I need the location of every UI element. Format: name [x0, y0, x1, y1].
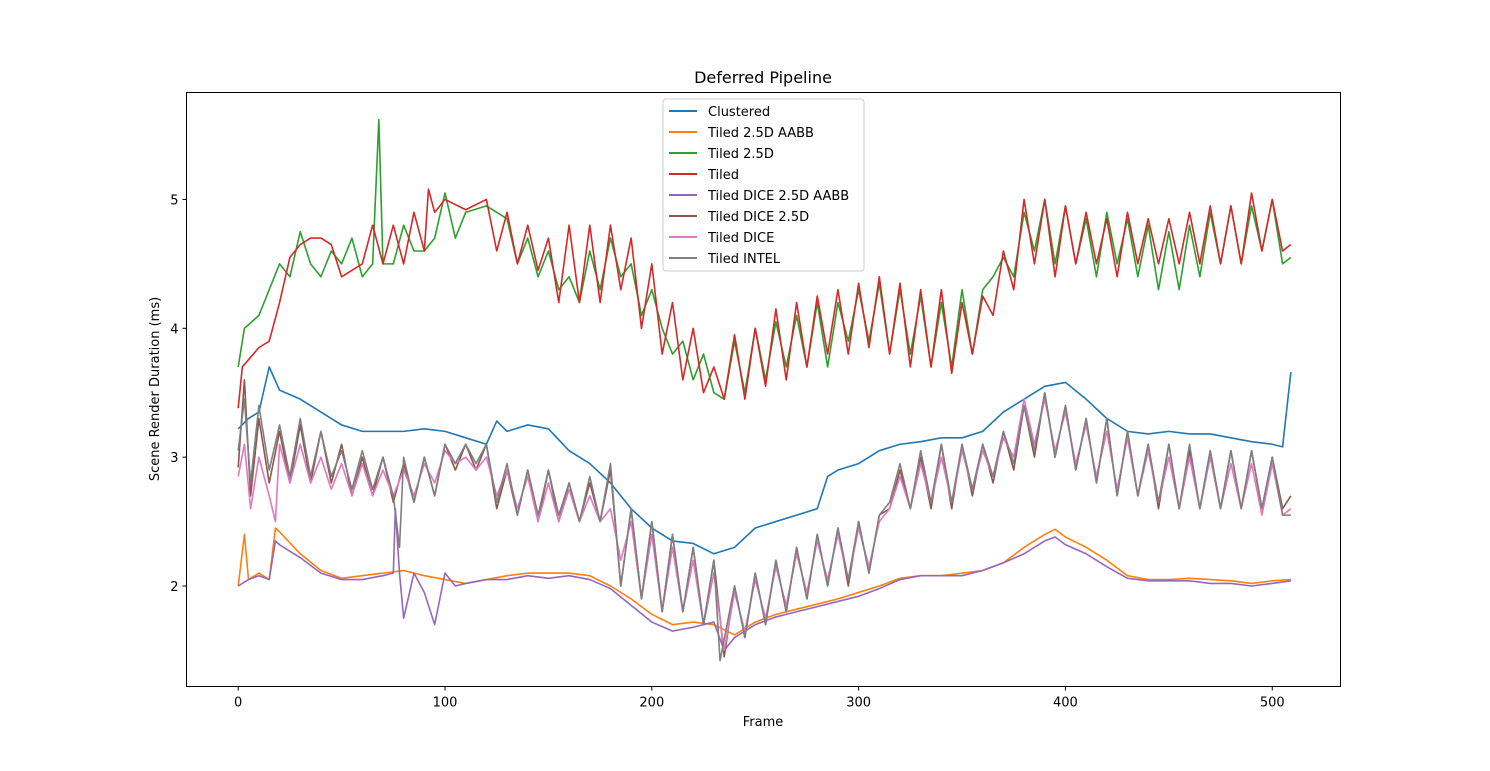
y-axis-title: Scene Render Duration (ms): [148, 297, 163, 481]
legend-label: Tiled DICE: [707, 231, 774, 246]
series-line-7: [237, 391, 1291, 662]
x-tick-label: 300: [846, 696, 871, 711]
x-tick-label: 500: [1260, 696, 1285, 711]
x-tick-label: 200: [639, 696, 664, 711]
legend-label: Clustered: [708, 105, 770, 120]
series-line-1: [237, 527, 1291, 636]
legend: Clustered Tiled 2.5D AABB Tiled 2.5D Tiled T…: [662, 98, 865, 272]
x-axis-title: Frame: [743, 715, 784, 730]
x-tick-label: 400: [1053, 696, 1078, 711]
series-line-3: [237, 188, 1292, 409]
x-tick-label: 0: [234, 696, 242, 711]
legend-label: Tiled: [707, 168, 739, 183]
legend-label: Tiled DICE 2.5D: [707, 210, 809, 225]
series-line-4: [237, 507, 1291, 652]
x-axis: 0 100 200 300 400 500: [234, 686, 1285, 711]
legend-frame: [662, 98, 865, 272]
y-tick-label: 2: [170, 580, 178, 595]
legend-label: Tiled DICE 2.5D AABB: [707, 189, 849, 204]
legend-label: Tiled 2.5D: [707, 147, 774, 162]
y-tick-label: 5: [170, 193, 178, 208]
x-tick-label: 100: [433, 696, 458, 711]
series-layer: [237, 118, 1292, 662]
y-axis: 2 3 4 5: [170, 193, 187, 595]
chart-title: Deferred Pipeline: [694, 68, 832, 87]
legend-label: Tiled INTEL: [707, 252, 781, 267]
legend-label: Tiled 2.5D AABB: [707, 126, 814, 141]
y-tick-label: 4: [170, 322, 178, 337]
series-line-0: [237, 366, 1292, 555]
plot-frame: [186, 92, 1341, 687]
y-tick-label: 3: [170, 451, 178, 466]
